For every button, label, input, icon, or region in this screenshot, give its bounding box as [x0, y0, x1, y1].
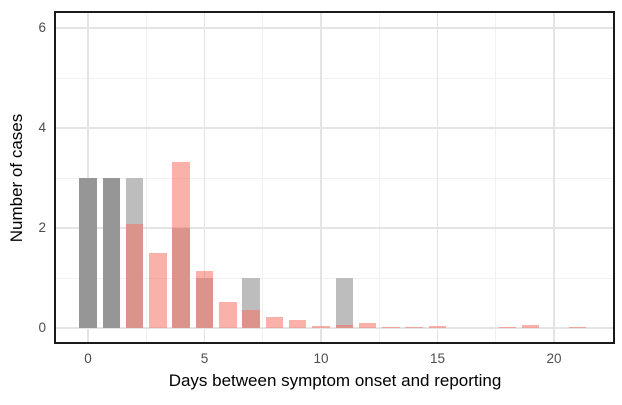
pink-bar-day-3 — [149, 253, 167, 328]
grey-bar-day-0 — [79, 178, 97, 328]
plot-panel — [54, 11, 615, 344]
y-major-gridline — [56, 127, 613, 129]
pink-bar-day-6 — [219, 302, 237, 328]
x-tick-label: 20 — [546, 351, 562, 366]
pink-bar-day-18 — [498, 326, 517, 328]
grey-bar-day-11 — [335, 278, 354, 328]
pink-bar-day-4 — [172, 162, 190, 328]
y-tick-label: 4 — [38, 120, 46, 135]
y-minor-gridline — [56, 277, 613, 279]
pink-bar-day-8 — [265, 316, 284, 328]
pink-bar-day-9 — [288, 320, 307, 328]
x-major-gridline — [436, 13, 439, 342]
y-minor-gridline — [56, 77, 613, 79]
y-major-gridline — [56, 227, 613, 229]
x-tick-label: 5 — [200, 351, 209, 366]
x-tick-label: 10 — [313, 351, 329, 366]
pink-bar-day-19 — [521, 324, 540, 328]
x-major-gridline — [553, 13, 555, 342]
pink-bar-day-12 — [358, 323, 377, 328]
grey-bar-day-1 — [102, 178, 121, 328]
pink-bar-day-5 — [195, 270, 214, 328]
pink-bar-day-21 — [568, 326, 587, 328]
y-major-gridline — [56, 327, 613, 329]
x-major-gridline — [203, 13, 206, 342]
y-major-gridline — [56, 27, 613, 29]
pink-bar-day-15 — [428, 325, 447, 328]
pink-bar-day-13 — [382, 326, 400, 328]
x-major-gridline — [320, 13, 322, 342]
y-tick-label: 6 — [38, 20, 46, 35]
pink-bar-day-14 — [405, 326, 423, 328]
pink-bar-day-10 — [312, 325, 330, 328]
x-minor-gridline — [145, 13, 147, 342]
x-tick-label: 15 — [429, 351, 446, 366]
x-minor-gridline — [495, 13, 497, 342]
y-minor-gridline — [56, 177, 613, 179]
x-major-gridline — [87, 13, 89, 342]
x-tick-label: 0 — [84, 351, 92, 366]
pink-bar-day-7 — [242, 310, 260, 328]
x-minor-gridline — [262, 13, 264, 342]
pink-bar-day-11 — [335, 325, 354, 328]
x-axis-title: Days between symptom onset and reporting — [168, 371, 502, 390]
x-minor-gridline — [378, 13, 380, 342]
y-axis-title: Number of cases — [7, 113, 26, 243]
y-tick-label: 0 — [38, 320, 46, 335]
pink-bar-day-2 — [125, 224, 144, 328]
y-tick-label: 2 — [38, 220, 46, 235]
